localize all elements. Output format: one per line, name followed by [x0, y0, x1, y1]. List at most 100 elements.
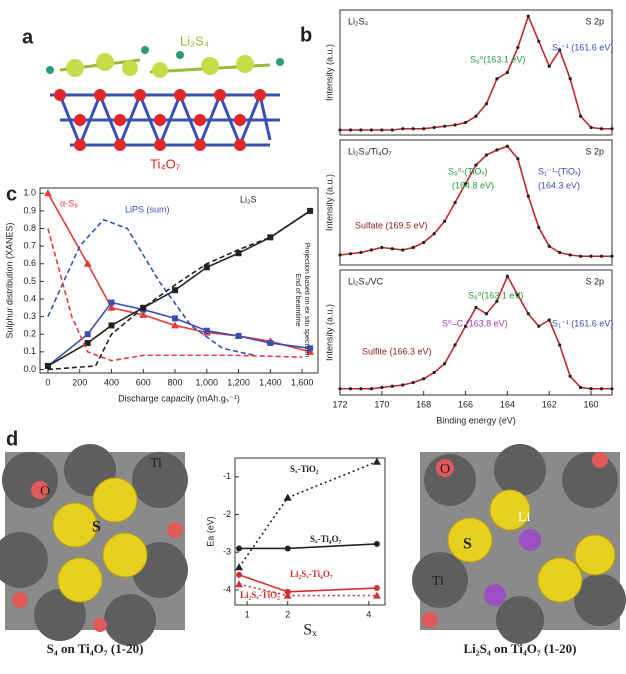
species-label: Li₂S₄ [180, 33, 209, 48]
atom-label: S [92, 519, 101, 536]
marker [484, 312, 489, 316]
y-tick-label: 0.7 [23, 241, 36, 251]
atom-label: Ti [432, 574, 444, 589]
marker [474, 114, 478, 118]
x-tick-label: 1,200 [227, 377, 250, 387]
marker [463, 324, 468, 328]
marker [505, 274, 509, 278]
series-label: LiPS (sum) [125, 204, 170, 214]
atom-label: S [463, 536, 472, 553]
atom-label: Li [518, 510, 531, 525]
y-axis-label: Intensity (a.u.) [324, 304, 334, 361]
y-tick-label: 0.6 [23, 258, 36, 268]
marker [589, 125, 593, 130]
series-label: Li₂S [240, 194, 257, 204]
marker [373, 585, 380, 592]
marker [390, 384, 394, 388]
marker [568, 253, 572, 257]
annotation: S₁⁻¹-(TiOₓ) [538, 166, 581, 176]
y-tick-label: 0.0 [23, 364, 36, 374]
marker [338, 128, 342, 132]
series-line [239, 543, 377, 550]
marker [283, 493, 292, 501]
marker [453, 123, 457, 127]
series-line [47, 228, 303, 362]
series-label: Li₂Sₓ-TiO₂ [240, 590, 280, 600]
marker [516, 157, 520, 161]
marker [432, 125, 436, 130]
panel-label: b [300, 24, 312, 46]
marker [390, 247, 394, 251]
x-tick-label: 1,400 [259, 377, 282, 387]
marker [558, 250, 562, 255]
marker [579, 114, 583, 118]
marker [579, 385, 583, 390]
annotation: S₈⁰(163.1 eV) [468, 290, 523, 300]
annotation: Sulfate (169.5 eV) [355, 220, 428, 230]
marker [171, 321, 180, 329]
x-tick-label: 600 [136, 377, 151, 387]
marker [453, 343, 457, 347]
annotation: (164.8 eV) [452, 180, 494, 190]
marker [599, 254, 604, 258]
marker [359, 387, 363, 391]
marker [338, 387, 342, 391]
marker [610, 254, 614, 258]
chart-subtitle: S 2p [585, 276, 604, 286]
marker [359, 128, 363, 132]
substrate-label: Ti₄O₇ [150, 156, 181, 171]
annotation: S₈⁰(163.1 eV) [470, 54, 525, 64]
annotation: Projection based on ex situ spectrum [303, 243, 310, 358]
chart-subtitle: S 2p [585, 146, 604, 156]
marker [474, 305, 478, 310]
marker [547, 318, 551, 322]
marker [401, 248, 405, 252]
y-axis-label: Ea (eV) [205, 516, 215, 547]
structure-d-left [0, 444, 188, 646]
series-line [47, 192, 311, 353]
marker [516, 293, 520, 297]
marker [267, 234, 274, 241]
marker [422, 377, 426, 381]
x-tick-label: 400 [104, 377, 119, 387]
marker [172, 315, 179, 322]
marker [463, 182, 468, 186]
marker [537, 39, 541, 43]
atom-label: O [440, 462, 450, 477]
series-line [339, 145, 612, 258]
x-tick-label: 164 [500, 399, 515, 409]
marker [267, 340, 274, 347]
series-label: Li₂Sₓ-Ti₄O₇ [290, 569, 333, 579]
chart-title: Li₂S₄/VC [348, 276, 384, 286]
x-axis-label: Sₓ [303, 622, 317, 639]
y-axis-label: Sulphur distribution (XANES) [4, 222, 14, 338]
marker [526, 14, 530, 18]
x-tick-label: 1,600 [291, 377, 314, 387]
marker [369, 248, 373, 252]
marker [474, 163, 478, 167]
marker [411, 245, 415, 250]
x-tick-label: 166 [458, 399, 473, 409]
marker [453, 200, 457, 205]
marker [495, 77, 499, 81]
annotation: S₁⁻¹ (161.6 eV) [552, 318, 613, 328]
marker [568, 374, 572, 378]
marker [558, 48, 562, 52]
marker [579, 254, 583, 258]
series-line [47, 210, 311, 371]
panel-label: c [6, 183, 17, 205]
marker [108, 299, 115, 306]
y-tick-label: -3 [223, 547, 231, 557]
x-tick-label: 4 [366, 609, 371, 619]
y-tick-label: 0.2 [23, 329, 36, 339]
x-tick-label: 1,000 [196, 377, 219, 387]
marker [372, 457, 381, 465]
marker [589, 387, 593, 391]
marker [283, 591, 292, 599]
marker [369, 387, 373, 391]
marker [348, 252, 353, 256]
y-tick-label: 0.9 [23, 205, 36, 215]
marker [203, 264, 210, 271]
panel-label: a [22, 26, 34, 48]
x-tick-label: 160 [584, 399, 599, 409]
